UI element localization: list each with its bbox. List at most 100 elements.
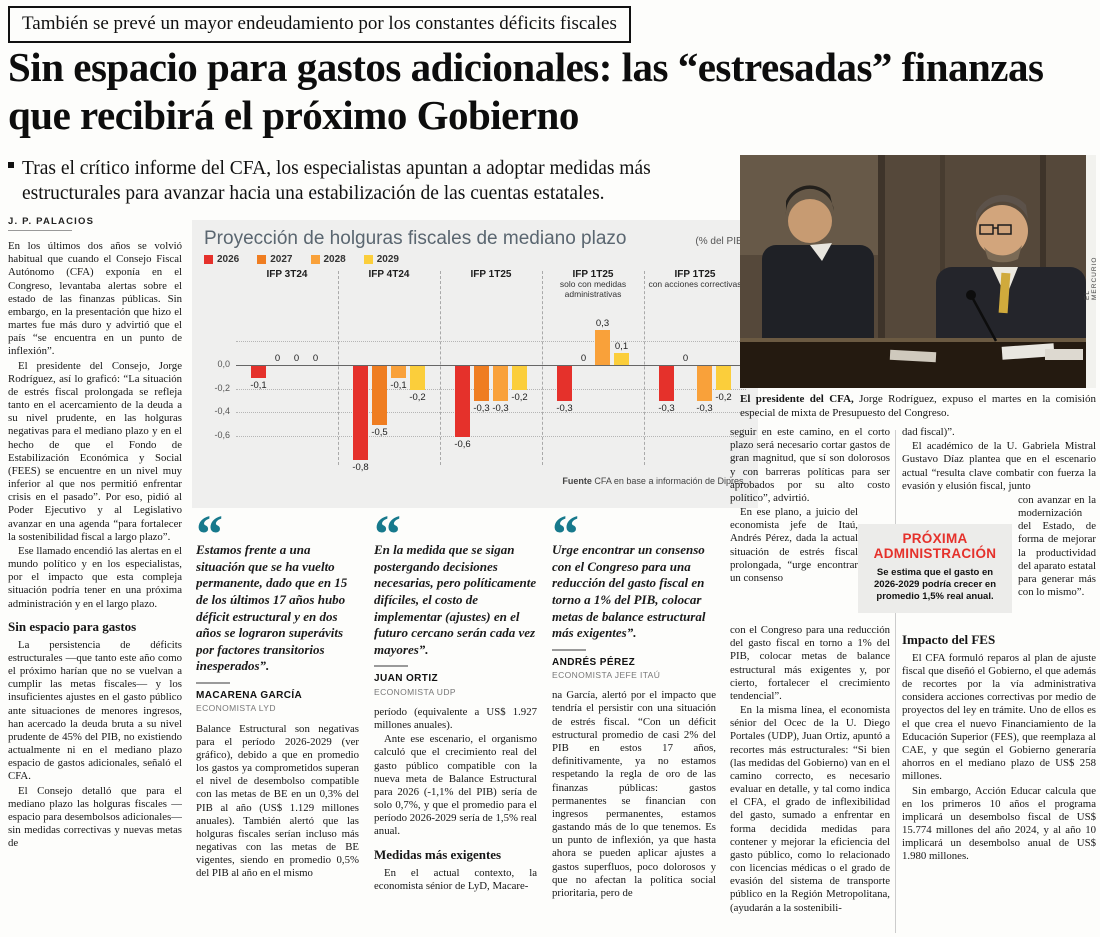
chart-bar bbox=[614, 353, 629, 365]
chart-title-row: Proyección de holguras fiscales de media… bbox=[204, 228, 746, 250]
legend-swatch-2029 bbox=[363, 255, 373, 264]
quote-icon: “ bbox=[552, 512, 579, 564]
chart-bar bbox=[512, 366, 527, 390]
chart-value-label: 0 bbox=[312, 353, 319, 364]
chart-bar bbox=[659, 366, 674, 402]
chart-bar bbox=[391, 366, 406, 378]
photo-illustration bbox=[740, 155, 1096, 388]
chart-group-title: IFP 1T25 bbox=[470, 269, 512, 280]
chart-source-label: Fuente bbox=[562, 476, 592, 486]
chart-group-header: IFP 4T24 bbox=[338, 269, 440, 280]
legend-label: 2028 bbox=[323, 254, 346, 265]
legend-swatch-2026 bbox=[204, 255, 213, 264]
chart-group-header: IFP 1T25 bbox=[440, 269, 542, 280]
chart-bar bbox=[493, 366, 508, 402]
legend-swatch-2027 bbox=[257, 255, 267, 264]
chart-bar bbox=[557, 366, 572, 402]
section-subhead: Medidas más exigentes bbox=[374, 846, 502, 862]
chart-value-label: 0 bbox=[682, 353, 689, 364]
chart-group-title: IFP 1T25 bbox=[674, 269, 716, 280]
fiscal-chart: Proyección de holguras fiscales de media… bbox=[192, 220, 758, 508]
chart-value-label: -0,3 bbox=[696, 403, 713, 415]
chart-value-label: 0 bbox=[293, 353, 300, 364]
chart-bar bbox=[474, 366, 489, 402]
chart-value-label: 0 bbox=[580, 353, 587, 364]
section-subhead: Sin espacio para gastos bbox=[8, 618, 137, 634]
chart-value-label: 0,1 bbox=[614, 341, 629, 353]
chart-legend: 2026 2027 2028 2029 bbox=[204, 254, 746, 265]
chart-bar bbox=[697, 366, 712, 402]
legend-swatch-2028 bbox=[310, 255, 320, 264]
quote-author-role: ECONOMISTA LYD bbox=[196, 703, 276, 714]
paragraph: En los últimos dos años se volvió habitu… bbox=[8, 240, 182, 358]
chart-value-label: 0 bbox=[274, 353, 281, 364]
chart-value-label: -0,5 bbox=[371, 427, 388, 438]
chart-value-label: -0,3 bbox=[492, 403, 509, 415]
legend-item: 2028 bbox=[310, 254, 346, 265]
paragraph: con avanzar en la modernización del Esta… bbox=[1018, 493, 1096, 599]
paragraph: na García, alertó por el impacto que ten… bbox=[552, 689, 716, 899]
byline: J. P. PALACIOS bbox=[8, 216, 95, 227]
paragraph: Ante ese escenario, el organismo calculó… bbox=[374, 733, 537, 838]
pull-quote-2: “ En la medida que se sigan postergando … bbox=[374, 512, 537, 697]
column-segment: dad fiscal)”. El académico de la U. Gabr… bbox=[902, 426, 1096, 493]
column-segment: Impacto del FES El CFA formuló reparos a… bbox=[902, 632, 1096, 864]
article-column-5: seguir en este camino, en el corto plazo… bbox=[730, 426, 890, 937]
paragraph: En ese plano, a juicio del economista je… bbox=[730, 506, 858, 584]
chart-group-separator bbox=[338, 271, 339, 465]
paragraph: En la misma línea, el economista sénior … bbox=[730, 704, 890, 914]
chart-group-separator bbox=[440, 271, 441, 465]
chart-value-label: -0,8 bbox=[352, 462, 369, 474]
paragraph: seguir en este camino, en el corto plazo… bbox=[730, 426, 890, 504]
column-segment: seguir en este camino, en el corto plazo… bbox=[730, 426, 890, 505]
chart-bar bbox=[372, 366, 387, 425]
chart-bar bbox=[251, 366, 266, 378]
paragraph: El Consejo detalló que para el mediano p… bbox=[8, 784, 182, 850]
quote-author: ANDRÉS PÉREZ bbox=[552, 656, 636, 668]
chart-value-label: -0,3 bbox=[556, 403, 573, 415]
article-column-6: dad fiscal)”. El académico de la U. Gabr… bbox=[902, 426, 1096, 937]
legend-item: 2027 bbox=[257, 254, 293, 265]
next-administration-box: PRÓXIMA ADMINISTRACIÓN Se estima que el … bbox=[858, 524, 1012, 613]
paragraph: El CFA formuló reparos al plan de ajuste… bbox=[902, 651, 1096, 783]
paragraph: El presidente del Consejo, Jorge Rodrígu… bbox=[8, 359, 182, 543]
pull-quote-3: “ Urge encontrar un consenso con el Cong… bbox=[552, 512, 716, 680]
photo-caption-text: Jorge Rodríguez, expuso el martes en la … bbox=[740, 393, 1096, 419]
paragraph: En el actual contexto, la economista sén… bbox=[374, 866, 537, 892]
chart-source-text: CFA en base a información de Dipres. bbox=[594, 476, 746, 486]
chart-value-label: -0,1 bbox=[250, 379, 267, 391]
chart-group-title: IFP 1T25 bbox=[572, 269, 614, 280]
paragraph: período (equivalente a US$ 1.927 millone… bbox=[374, 705, 537, 732]
legend-label: 2027 bbox=[270, 254, 293, 265]
chart-value-label: -0,1 bbox=[390, 379, 407, 391]
article-column-1: En los últimos dos años se volvió habitu… bbox=[8, 240, 182, 937]
chart-group-subtitle: con acciones correctivas bbox=[648, 279, 742, 289]
paragraph: Ese llamado encendió las alertas en el m… bbox=[8, 544, 182, 610]
quote-text: Estamos frente a una situación que se ha… bbox=[196, 542, 348, 674]
chart-bar bbox=[353, 366, 368, 461]
chart-gridline bbox=[236, 388, 746, 390]
quote-rule bbox=[374, 665, 408, 668]
pull-quote-1: “ Estamos frente a una situación que se … bbox=[196, 512, 359, 714]
deck: Tras el crítico informe del CFA, los esp… bbox=[22, 158, 651, 205]
chart-value-label: -0,2 bbox=[511, 391, 528, 403]
chart-axis-label: -0,6 bbox=[214, 429, 230, 440]
chart-group-header: IFP 1T25 solo con medidas administrativas bbox=[542, 269, 644, 299]
quote-author-role: ECONOMISTA UDP bbox=[374, 686, 456, 697]
chart-gridline bbox=[236, 365, 746, 366]
chart-bar bbox=[716, 366, 731, 390]
chart-group-separator bbox=[542, 271, 543, 465]
chart-group-title: IFP 4T24 bbox=[368, 269, 410, 280]
chart-axis-label: -0,4 bbox=[214, 406, 230, 417]
chart-value-label: 0,3 bbox=[595, 317, 610, 329]
paragraph: Sin embargo, Acción Educar calcula que e… bbox=[902, 784, 1096, 863]
chart-main: 0,0 -0,2 -0,4 -0,6 IFP 3T24 -0,1 0 0 0 IFP 4T24 -0… bbox=[204, 269, 746, 473]
chart-bar bbox=[595, 329, 610, 365]
column-segment-narrow: con avanzar en la modernización del Esta… bbox=[1018, 494, 1096, 624]
quote-text: En la medida que se sigan postergando de… bbox=[374, 542, 537, 657]
chart-group-separator bbox=[644, 271, 645, 465]
chart-value-label: -0,2 bbox=[715, 391, 732, 403]
quote-author: JUAN ORTIZ bbox=[374, 673, 438, 685]
photo-caption: El presidente del CFA, Jorge Rodríguez, … bbox=[740, 393, 1096, 421]
